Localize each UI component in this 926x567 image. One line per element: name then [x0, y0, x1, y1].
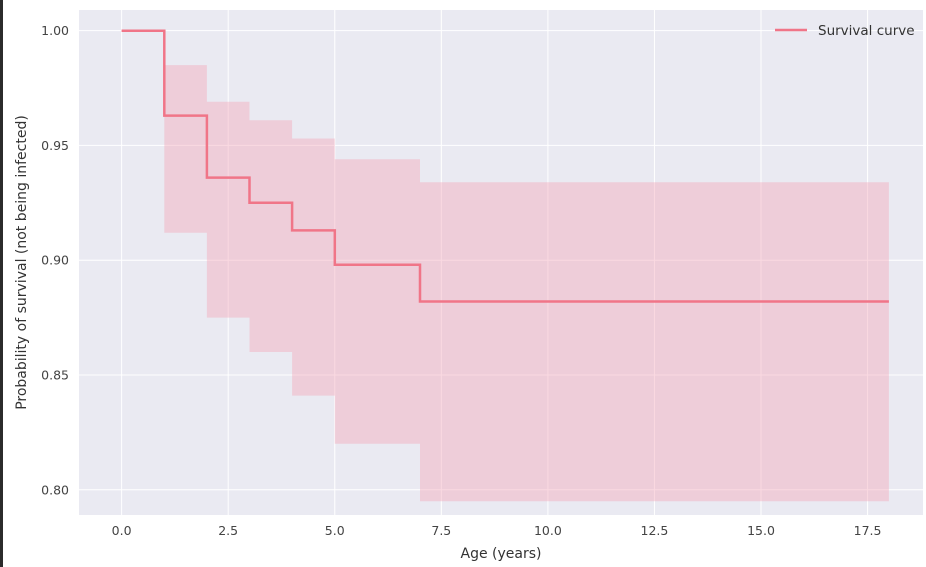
plot-background	[79, 10, 923, 515]
x-tick-label: 12.5	[641, 523, 669, 538]
x-tick-label: 7.5	[431, 523, 451, 538]
x-axis-ticks: 0.0 2.5 5.0 7.5 10.0 12.5 15.0 17.5	[112, 523, 882, 538]
x-tick-label: 5.0	[325, 523, 345, 538]
y-tick-label: 1.00	[41, 23, 69, 38]
x-tick-label: 17.5	[854, 523, 882, 538]
y-tick-label: 0.85	[41, 367, 69, 382]
x-tick-label: 15.0	[747, 523, 775, 538]
y-tick-label: 0.90	[41, 253, 69, 268]
legend: Survival curve	[775, 23, 915, 39]
confidence-band	[121, 30, 889, 502]
y-tick-label: 0.95	[41, 138, 69, 153]
x-tick-label: 2.5	[218, 523, 238, 538]
x-tick-label: 10.0	[534, 523, 562, 538]
legend-label: Survival curve	[818, 23, 915, 39]
survival-chart: 0.0 2.5 5.0 7.5 10.0 12.5 15.0 17.5 0.80 0.85 0.9…	[14, 10, 923, 562]
y-tick-label: 0.80	[41, 482, 69, 497]
y-axis-ticks: 0.80 0.85 0.90 0.95 1.00	[41, 23, 69, 497]
survival-line	[121, 29, 889, 303]
x-axis-label: Age (years)	[461, 546, 542, 562]
y-axis-label: Probability of survival (not being infec…	[14, 115, 30, 410]
x-tick-label: 0.0	[112, 523, 132, 538]
